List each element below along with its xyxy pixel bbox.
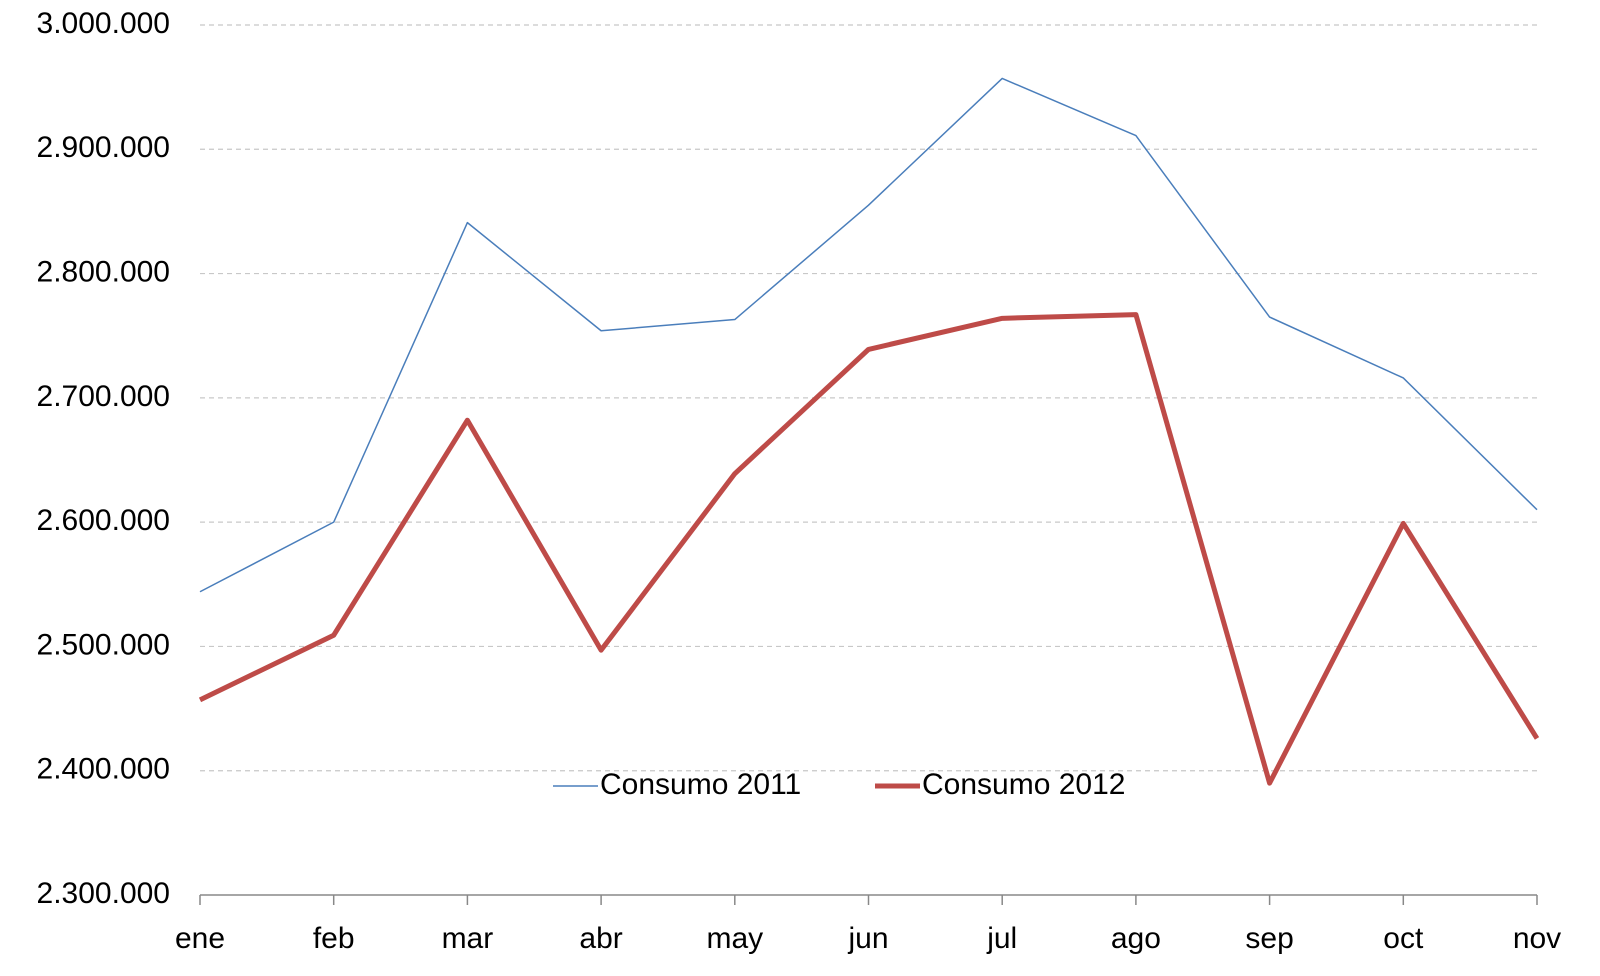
y-tick-label: 2.300.000 [37, 877, 170, 910]
y-tick-label: 2.600.000 [37, 504, 170, 537]
x-tick-label: ene [175, 922, 225, 955]
series-line [198, 312, 1540, 786]
x-tick-label: sep [1245, 922, 1293, 955]
y-tick-label: 2.700.000 [37, 380, 170, 413]
x-tick-label: nov [1513, 922, 1561, 955]
series-line [199, 77, 1538, 593]
x-tick-label: mar [442, 922, 494, 955]
y-tick-label: 3.000.000 [37, 7, 170, 40]
x-tick-label: oct [1383, 922, 1424, 955]
y-tick-label: 2.500.000 [37, 628, 170, 661]
x-tick-label: ago [1111, 922, 1161, 955]
legend-label: Consumo 2012 [922, 768, 1125, 801]
legend-label: Consumo 2011 [600, 768, 801, 801]
y-tick-label: 2.400.000 [37, 753, 170, 786]
x-tick-label: may [706, 922, 763, 955]
x-tick-label: jul [986, 922, 1017, 955]
x-tick-label: jun [847, 922, 888, 955]
x-tick-label: abr [579, 922, 622, 955]
y-tick-label: 2.900.000 [37, 131, 170, 164]
y-tick-label: 2.800.000 [37, 255, 170, 288]
x-tick-label: feb [313, 922, 355, 955]
